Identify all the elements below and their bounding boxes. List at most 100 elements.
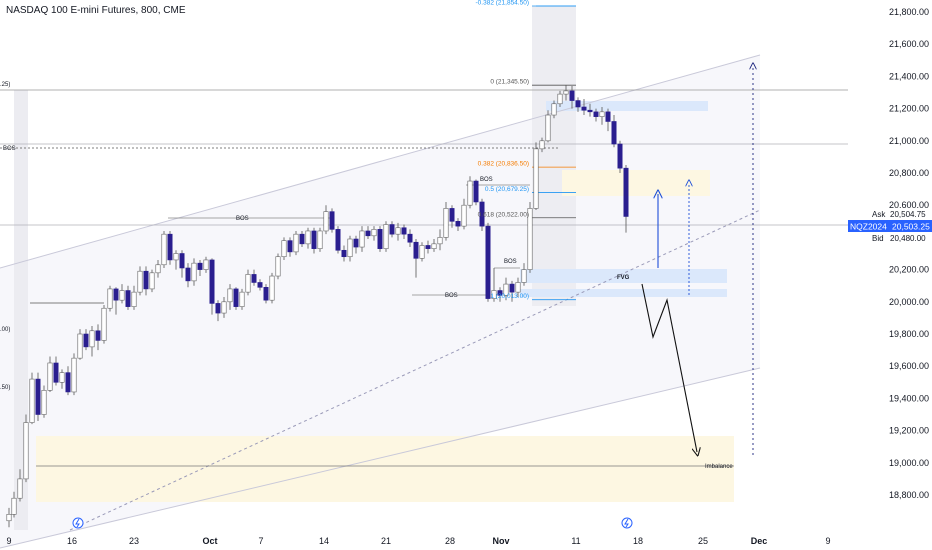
event-icon[interactable] [72,517,84,529]
candle [371,226,377,241]
candle-body [437,237,443,245]
candle-body [263,287,269,301]
candle [383,221,389,252]
candle [467,176,473,209]
candle [233,287,239,310]
y-tick-label: 19,000.00 [889,458,929,468]
y-tick-label: 21,600.00 [889,39,929,49]
candle [95,324,101,351]
y-tick-label: 21,400.00 [889,71,929,81]
fib-level-label: 1 (20,013.00) [490,293,529,300]
candle-body [209,259,215,304]
bos-label: BOS [3,146,16,152]
candle-body [17,478,23,499]
candle-body [23,422,29,480]
candle-body [329,211,335,230]
candle [359,226,365,252]
candle [461,198,467,230]
candle-body [341,249,347,258]
x-tick-label: Oct [202,536,217,546]
y-tick-label: 21,200.00 [889,104,929,114]
x-tick-label: 25 [698,536,708,546]
candle-body [137,270,143,293]
candle-body [449,208,455,222]
x-tick-label: 11 [571,536,580,546]
x-tick-label: 7 [258,536,263,546]
projection-arrow-down [641,283,697,452]
candle-body [281,240,287,258]
candle [35,372,41,421]
candle [299,230,305,248]
candle [245,269,251,296]
candle-body [215,303,221,314]
candle [257,279,263,291]
candle-body [395,227,401,235]
candle-body [311,230,317,249]
candle-body [611,121,617,145]
candle [119,284,125,304]
candle [53,356,59,386]
candle-body [455,221,461,227]
candle-body [551,103,557,116]
candle [599,106,605,125]
candle [443,201,449,241]
candle [473,179,479,206]
candle-body [335,229,341,251]
y-tick-label: 19,400.00 [889,393,929,403]
candle [269,272,275,304]
candle-body [95,330,101,341]
candle [11,491,17,518]
lightning-icon [624,518,629,528]
candle [173,250,179,270]
candle [59,369,65,389]
candle-body [605,111,611,122]
candle [281,237,287,260]
x-tick-label: 28 [445,536,455,546]
candle [197,259,203,277]
candle-body [509,283,515,293]
candle-body [365,230,371,237]
candle-body [371,229,377,237]
candle [239,288,245,310]
candle [329,208,335,233]
event-icon-circle [72,517,84,529]
candle [365,226,371,240]
candle [101,305,107,344]
candle-body [563,90,569,95]
fib-level-label: 0.618 (20,522.00) [478,211,529,218]
bos-label: BOS [480,177,493,183]
candle [155,259,161,278]
candle-body [161,233,167,266]
y-tick-label: 20,000.00 [889,297,929,307]
candle [581,98,587,116]
candle-body [497,290,503,296]
candle-body [323,211,329,232]
supply-zone [546,101,708,111]
event-icon[interactable] [621,517,633,529]
candle-body [359,230,365,248]
y-tick-label: 20,200.00 [889,265,929,275]
x-tick-label: 21 [381,536,391,546]
candle [179,250,185,278]
candle-body [419,245,425,259]
candle [203,256,209,273]
candle-body [347,238,353,258]
candle [113,287,119,315]
candle [527,201,533,273]
channel-lower-line [0,367,761,549]
last-price-badge [848,220,932,232]
symbol-label: NQZ2024 [850,222,887,232]
y-tick-label: 19,200.00 [889,426,929,436]
candle-body [593,111,599,117]
candle-body [521,269,527,283]
candle [353,235,359,254]
event-icon-circle [621,517,633,529]
candle-body [407,233,413,243]
candle-body [59,372,65,383]
fib-level-label: 0 (21,345.50) [490,79,529,86]
candle [185,263,191,288]
candle [563,85,569,101]
candle-body [41,390,47,415]
candle [611,115,617,148]
